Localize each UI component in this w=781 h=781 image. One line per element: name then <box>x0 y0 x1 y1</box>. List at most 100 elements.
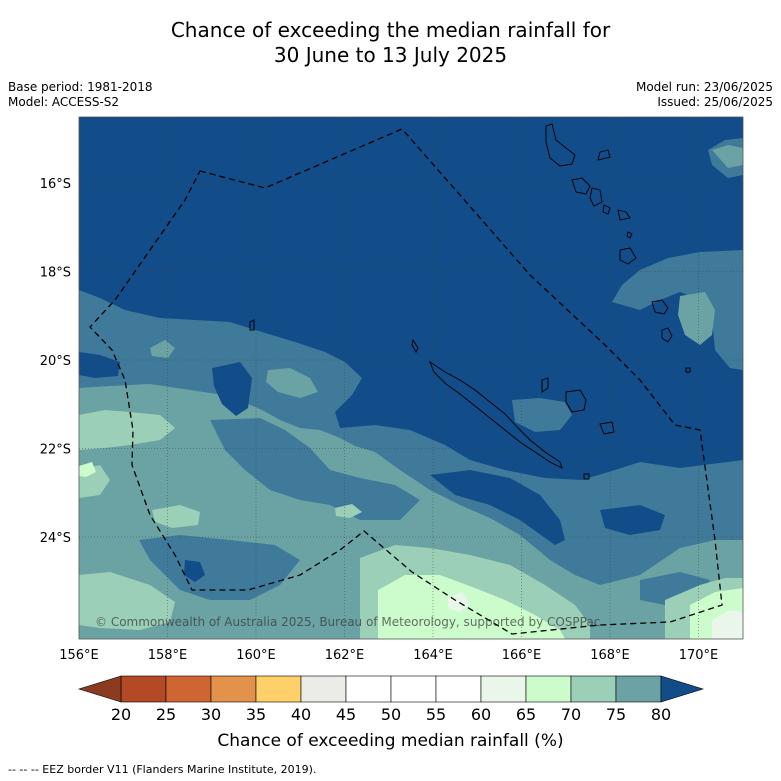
meta-left: Base period: 1981-2018 Model: ACCESS-S2 <box>8 80 153 110</box>
base-period: Base period: 1981-2018 <box>8 80 153 94</box>
band-70-75-ne <box>712 145 743 168</box>
band-70-75-patch2 <box>150 340 175 358</box>
band-70-75-e <box>678 292 715 345</box>
band-over-80-patch5 <box>600 505 665 535</box>
lon-tick-label: 168°E <box>590 648 630 663</box>
lon-tick-label: 158°E <box>148 648 188 663</box>
meta-right: Model run: 23/06/2025 Issued: 25/06/2025 <box>636 80 773 110</box>
band-75-80-island2 <box>139 535 300 600</box>
lat-tick-label: 20°S <box>40 354 71 369</box>
graticule <box>79 117 743 639</box>
band-over-80-patch1 <box>212 362 252 416</box>
vanuatu-malakula <box>571 177 591 195</box>
band-55-60 <box>448 592 470 612</box>
lon-tick-label: 156°E <box>59 648 99 663</box>
band-65-70-south <box>79 572 175 630</box>
model-name: Model: ACCESS-S2 <box>8 95 120 109</box>
lon-tick-label: 162°E <box>325 648 365 663</box>
vanuatu-espiritu-santo <box>545 123 576 167</box>
band-75-80-e <box>612 250 743 370</box>
colorbar-tick-label: 30 <box>201 705 221 724</box>
eez-border <box>89 128 723 635</box>
map-frame <box>78 116 744 640</box>
colorbar-segment <box>390 675 437 703</box>
lon-tick-label: 170°E <box>679 648 719 663</box>
coastlines <box>249 123 691 480</box>
lon-tick-label: 160°E <box>236 648 276 663</box>
latitude-tick-labels: 16°S 18°S 20°S 22°S 24°S <box>40 177 71 546</box>
colorbar-tick-label: 65 <box>516 705 536 724</box>
lat-tick-label: 16°S <box>40 177 71 192</box>
colorbar-tick-label: 60 <box>471 705 491 724</box>
colorbar-tick-label: 80 <box>651 705 671 724</box>
copyright-text: © Commonwealth of Australia 2025, Bureau… <box>95 615 600 629</box>
band-65-70 <box>79 410 175 450</box>
loyalty-lifou <box>565 389 587 413</box>
band-over-80-patch2 <box>79 352 120 378</box>
band-70-75-patch1 <box>266 368 318 398</box>
loyalty-ouvea <box>541 377 549 393</box>
band-75-80-island1 <box>210 418 420 520</box>
colorbar-segment <box>525 675 572 703</box>
isle-of-pines <box>583 473 590 480</box>
belep-islands <box>411 338 419 353</box>
colorbar-segment <box>255 675 302 703</box>
issued-date: Issued: 25/06/2025 <box>657 95 773 109</box>
map-title: Chance of exceeding the median rainfall … <box>0 18 781 68</box>
colorbar-segment <box>210 675 257 703</box>
reef-2 <box>685 367 691 373</box>
colorbar-tick-label: 35 <box>246 705 266 724</box>
band-55-60-se <box>712 610 743 639</box>
lat-tick-label: 24°S <box>40 531 71 546</box>
colorbar-segment <box>615 675 662 703</box>
model-run: Model run: 23/06/2025 <box>635 80 773 94</box>
reef-1 <box>249 319 255 331</box>
eez-legend-note: -- -- -- EEZ border V11 (Flanders Marine… <box>8 763 317 776</box>
vanuatu-tanna <box>626 231 633 239</box>
colorbar <box>77 675 705 703</box>
band-75-80-central <box>512 398 572 432</box>
lon-tick-label: 166°E <box>502 648 542 663</box>
lat-tick-label: 22°S <box>40 443 71 458</box>
vanuatu-erromango <box>619 247 637 265</box>
band-60-65-left <box>79 462 96 477</box>
colorbar-segment <box>435 675 482 703</box>
vanuatu-epi <box>602 204 611 215</box>
title-line-2: 30 June to 13 July 2025 <box>273 43 508 67</box>
colorbar-label: Chance of exceeding median rainfall (%) <box>217 731 564 751</box>
colorbar-segment <box>345 675 392 703</box>
band-65-70-center <box>335 504 362 518</box>
band-60-65 <box>378 575 565 639</box>
colorbar-segment <box>300 675 347 703</box>
colorbar-segment <box>570 675 617 703</box>
colorbar-tick-label: 20 <box>111 705 131 724</box>
colorbar-under-arrow <box>77 675 122 703</box>
colorbar-tick-label: 50 <box>381 705 401 724</box>
vanuatu-ambrym <box>589 187 603 207</box>
new-caledonia <box>429 360 563 469</box>
colorbar-tick-label: 55 <box>426 705 446 724</box>
colorbar-segment <box>120 675 167 703</box>
longitude-tick-labels: 156°E 158°E 160°E 162°E 164°E 166°E 168°E 170°E <box>59 648 718 663</box>
loyalty-mare <box>599 421 615 435</box>
title-line-1: Chance of exceeding the median rainfall … <box>170 18 611 42</box>
colorbar-tick-label: 40 <box>291 705 311 724</box>
colorbar-tick-label: 70 <box>561 705 581 724</box>
lat-tick-label: 18°S <box>40 266 71 281</box>
colorbar-over-arrow <box>660 675 705 703</box>
rainfall-probability-field <box>79 117 743 639</box>
colorbar-tick-label: 45 <box>336 705 356 724</box>
colorbar-tick-label: 25 <box>156 705 176 724</box>
colorbar-segment <box>165 675 212 703</box>
lon-tick-label: 164°E <box>413 648 453 663</box>
colorbar-tick-label: 75 <box>606 705 626 724</box>
colorbar-tick-labels: 20 25 30 35 40 45 50 55 60 65 70 75 80 <box>111 705 671 724</box>
band-over-80-patch4 <box>430 470 565 545</box>
matthew-hunter <box>651 299 669 315</box>
hunter-island <box>661 327 673 343</box>
band-over-80-patch3 <box>184 560 205 582</box>
colorbar-segment <box>480 675 527 703</box>
vanuatu-efate <box>617 209 631 221</box>
vanuatu-maewo <box>597 149 611 161</box>
